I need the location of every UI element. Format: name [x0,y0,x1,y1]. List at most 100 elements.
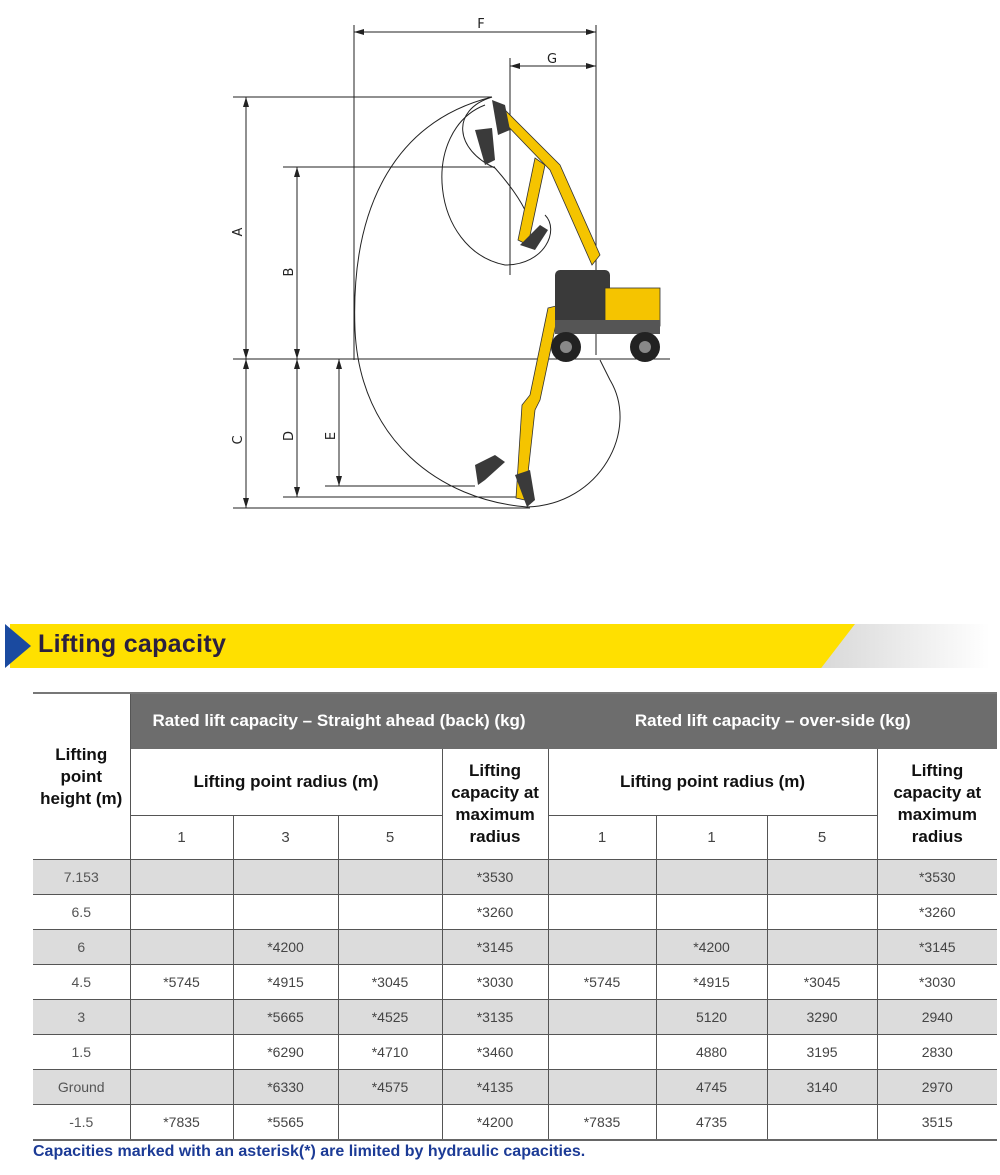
radius-header-side: Lifting point radius (m) [547,748,878,816]
capacity-cell: *3530 [876,859,998,895]
svg-text:F: F [477,17,484,32]
capacity-cell [232,859,339,895]
capacity-cell: 2940 [876,999,998,1035]
svg-text:C: C [231,435,246,444]
radius-col: 5 [337,815,443,860]
table-row: -1.5 *7835 *5565 *4200 *7835 4735 3515 [33,1104,998,1141]
capacity-cell [337,1104,443,1141]
table-row: 4.5 *5745 *4915 *3045 *3030 *5745 *4915 *3045 *3… [33,964,998,1000]
capacity-cell [766,894,878,930]
capacity-cell [129,999,234,1035]
capacity-cell [129,929,234,965]
capacity-cell [547,1069,657,1105]
lifting-capacity-table: Lifting point height (m) Rated lift capa… [33,692,998,1141]
table-row: Ground *6330 *4575 *4135 4745 3140 2970 [33,1069,998,1105]
radius-col: 3 [232,815,339,860]
capacity-cell [766,1104,878,1141]
capacity-cell [337,859,443,895]
section-title: Lifting capacity [38,630,227,658]
capacity-cell: *3530 [441,859,549,895]
capacity-cell: *4915 [655,964,768,1000]
capacity-cell: 2970 [876,1069,998,1105]
height-cell: 1.5 [33,1034,131,1070]
capacity-cell: *4915 [232,964,339,1000]
max-radius-header-straight: Lifting capacity at maximum radius [441,748,549,860]
capacity-cell: 3195 [766,1034,878,1070]
capacity-cell: *4525 [337,999,443,1035]
capacity-cell [129,859,234,895]
capacity-cell: *3460 [441,1034,549,1070]
capacity-cell: *5565 [232,1104,339,1141]
height-cell: 3 [33,999,131,1035]
section-banner: Lifting capacity [0,624,1000,668]
svg-text:E: E [324,432,339,440]
capacity-cell: *5745 [547,964,657,1000]
capacity-cell: *3030 [441,964,549,1000]
capacity-cell: *3135 [441,999,549,1035]
capacity-cell [129,1069,234,1105]
capacity-cell: *6330 [232,1069,339,1105]
banner-yellow-bar [10,624,855,668]
capacity-cell: *3145 [441,929,549,965]
capacity-cell: *4200 [232,929,339,965]
dimension-labels: F G A B C D E [231,17,557,445]
capacity-cell: *4200 [655,929,768,965]
footnote: Capacities marked with an asterisk(*) ar… [33,1143,586,1160]
svg-text:B: B [282,268,297,277]
height-cell: 4.5 [33,964,131,1000]
capacity-cell: *3045 [337,964,443,1000]
capacity-cell [129,894,234,930]
capacity-cell [232,894,339,930]
capacity-cell: 3140 [766,1069,878,1105]
dimension-arrows [243,29,596,508]
group-header-side: Rated lift capacity – over-side (kg) [547,692,998,749]
capacity-cell [547,929,657,965]
table-row: 6 *4200 *3145 *4200 *3145 [33,929,998,965]
capacity-cell: 3290 [766,999,878,1035]
svg-text:G: G [547,52,557,67]
capacity-cell: *3260 [876,894,998,930]
arrow-icon [5,624,31,668]
capacity-cell: *7835 [547,1104,657,1141]
height-cell: 6.5 [33,894,131,930]
capacity-cell [337,929,443,965]
radius-col: 1 [130,815,234,860]
height-cell: -1.5 [33,1104,131,1141]
height-cell: 6 [33,929,131,965]
capacity-cell: 5120 [655,999,768,1035]
dimension-lines [233,25,670,509]
capacity-cell [766,929,878,965]
capacity-cell [547,1034,657,1070]
capacity-cell: *3045 [766,964,878,1000]
radius-header-straight: Lifting point radius (m) [130,748,443,816]
capacity-cell [655,859,768,895]
excavator [475,100,661,507]
capacity-cell [547,859,657,895]
capacity-cell: *7835 [129,1104,234,1141]
capacity-cell [547,999,657,1035]
capacity-cell: *4575 [337,1069,443,1105]
capacity-cell: *3260 [441,894,549,930]
capacity-cell: 2830 [876,1034,998,1070]
table-row: 7.153 *3530 *3530 [33,859,998,895]
table-row: 6.5 *3260 *3260 [33,894,998,930]
table-row: 3 *5665 *4525 *3135 5120 3290 2940 [33,999,998,1035]
height-cell: 7.153 [33,859,131,895]
capacity-cell [655,894,768,930]
capacity-cell: 3515 [876,1104,998,1141]
row-header: Lifting point height (m) [33,692,131,860]
capacity-cell: 4745 [655,1069,768,1105]
radius-col: 1 [547,815,657,860]
svg-text:D: D [282,431,297,441]
capacity-cell: *4200 [441,1104,549,1141]
capacity-cell: *4710 [337,1034,443,1070]
capacity-cell [766,859,878,895]
height-cell: Ground [33,1069,131,1105]
radius-col: 1 [655,815,768,860]
svg-text:A: A [231,227,246,236]
table-row: 1.5 *6290 *4710 *3460 4880 3195 2830 [33,1034,998,1070]
capacity-cell: *3030 [876,964,998,1000]
excavator-working-range-diagram: F G A B C D E [231,17,670,509]
capacity-cell [337,894,443,930]
